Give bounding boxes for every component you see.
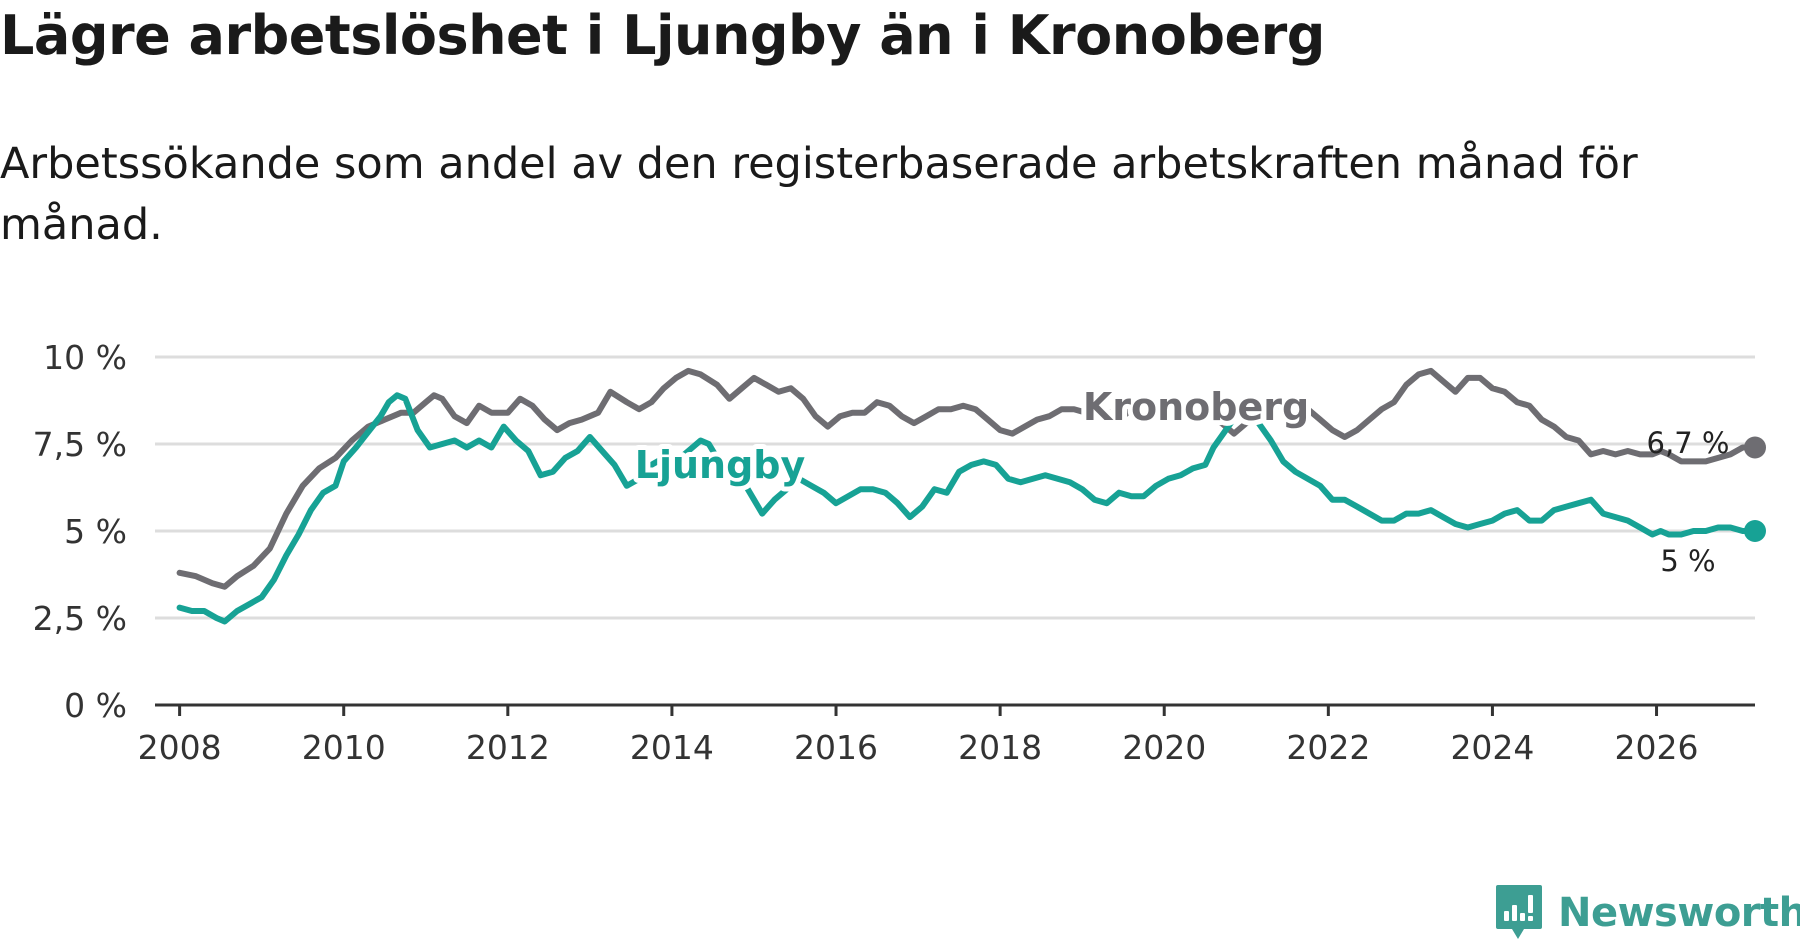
chart-subtitle: Arbetssökande som andel av den registerb… [0,139,1638,250]
x-tick-label: 2012 [466,728,550,767]
x-tick-label: 2026 [1615,728,1699,767]
x-axis: 2008 2010 2012 2014 2016 2018 2020 2022 2024 2026 [138,703,1755,767]
ljungby-label-halo: Ljungby [635,443,806,487]
x-tick-label: 2016 [794,728,878,767]
ljungby-end-label: 5 % [1660,544,1715,578]
kronoberg-series-label: Kronoberg [1083,385,1309,429]
series-lines [176,367,1766,625]
chart-title: Lägre arbetslöshet i Ljungby än i Kronob… [0,4,1325,67]
kronoberg-line [176,367,1758,590]
y-tick-label: 7,5 % [33,425,127,464]
brand-name: Newsworthy [1558,890,1800,936]
y-tick-label: 0 % [64,686,127,725]
y-tick-label: 10 % [43,338,127,377]
x-tick-label: 2020 [1122,728,1206,767]
newsworthy-brand[interactable]: Newsworthy [1494,885,1800,941]
kronoberg-end-label: 6,7 % [1647,426,1730,460]
x-tick-label: 2010 [302,728,386,767]
kronoberg-end-point [1744,436,1766,459]
y-axis-ticks: 0 % 2,5 % 5 % 7,5 % 10 % [33,338,127,725]
x-tick-label: 2024 [1450,728,1534,767]
ljungby-line [176,392,1758,625]
ljungby-end-point [1744,520,1766,542]
kronoberg-label-halo: Kronoberg [1083,385,1309,429]
y-tick-label: 2,5 % [33,599,127,638]
x-tick-label: 2018 [958,728,1042,767]
ljungby-series-label: Ljungby [635,443,806,487]
x-tick-label: 2022 [1286,728,1370,767]
y-tick-label: 5 % [64,512,127,551]
newsworthy-logo-icon [1496,885,1542,939]
x-tick-label: 2008 [138,728,222,767]
x-tick-label: 2014 [630,728,714,767]
gridlines [155,355,1755,620]
